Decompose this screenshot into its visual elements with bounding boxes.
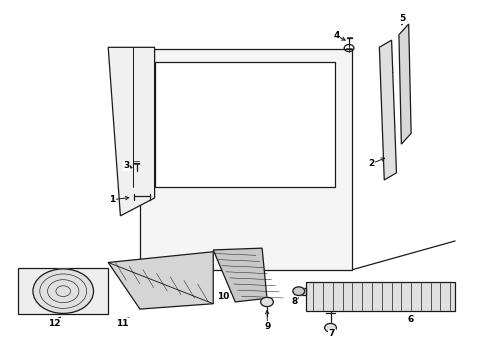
Polygon shape [379,40,396,180]
Text: 6: 6 [407,315,413,324]
Polygon shape [306,282,455,311]
Polygon shape [18,268,108,315]
Text: 8: 8 [291,297,297,306]
Text: 10: 10 [217,292,229,301]
Polygon shape [213,248,267,302]
Polygon shape [299,288,306,295]
Text: 12: 12 [48,319,61,328]
Text: 3: 3 [123,161,130,170]
Text: 5: 5 [400,14,406,23]
Polygon shape [140,49,352,270]
Circle shape [261,297,273,307]
Text: 9: 9 [264,322,270,331]
Text: 7: 7 [329,329,335,338]
Text: 4: 4 [334,31,340,40]
Text: 1: 1 [109,195,115,204]
Polygon shape [399,24,411,144]
Text: 2: 2 [368,159,374,168]
Circle shape [293,287,305,296]
Polygon shape [108,252,213,309]
Circle shape [325,323,336,332]
Polygon shape [155,62,335,187]
Text: 11: 11 [116,319,128,328]
Circle shape [33,269,94,314]
Polygon shape [108,47,155,216]
